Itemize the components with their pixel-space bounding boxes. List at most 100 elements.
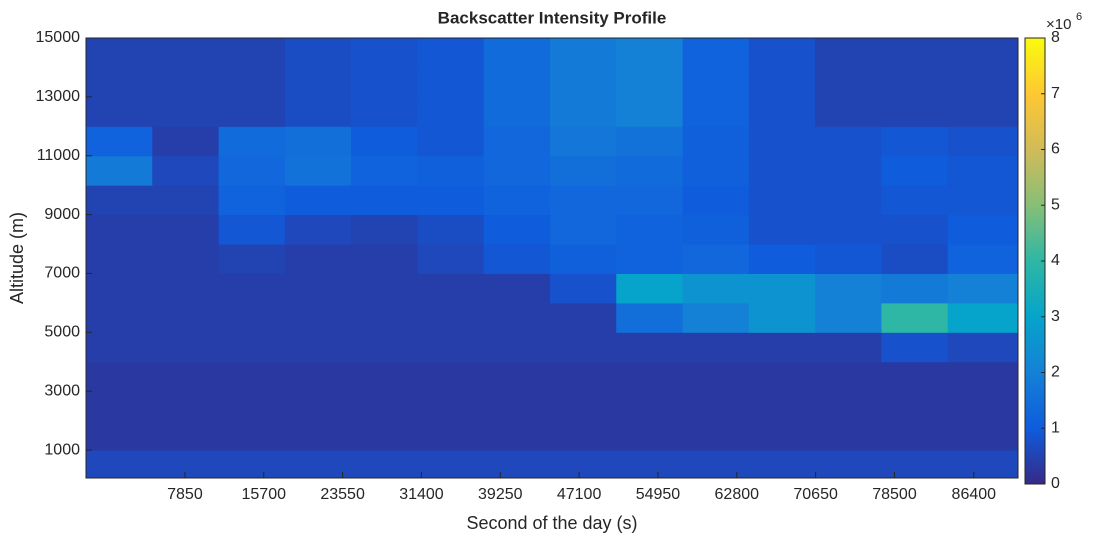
heatmap-cell [748,391,816,422]
heatmap-cell [351,96,418,127]
heatmap-cell [218,420,286,451]
heatmap-cell [152,273,220,304]
heatmap-cell [616,38,684,68]
heatmap-cell [152,450,220,479]
heatmap-cell [284,244,352,274]
heatmap-cell [748,273,816,304]
heatmap-cell [351,38,418,68]
x-tick-label: 31400 [399,486,444,503]
heatmap-cell [152,67,220,98]
heatmap-cell [284,420,352,451]
heatmap-cell [417,391,485,422]
heatmap-cell [881,391,949,422]
heatmap-cell [417,96,485,127]
heatmap-cell [284,273,352,304]
heatmap-cell [815,214,882,245]
heatmap-cell [152,391,220,422]
heatmap-cell [417,155,485,186]
heatmap-cell [815,185,882,216]
heatmap-cell [351,332,418,363]
heatmap-cell [616,332,684,363]
heatmap-cell [351,185,418,216]
heatmap-cell [815,273,882,304]
heatmap-cell [947,244,1019,274]
heatmap-cell [616,185,684,216]
colorbar-tick-label: 3 [1051,308,1060,325]
heatmap-cell [947,38,1019,68]
heatmap-cell [351,450,418,479]
heatmap-cell [351,155,418,186]
heatmap-cell [86,450,153,479]
heatmap-cell [549,185,617,216]
heatmap-cell [616,96,684,127]
heatmap-cell [218,67,286,98]
heatmap-cell [549,155,617,186]
y-tick-label: 15000 [36,29,81,46]
heatmap-cell [417,244,485,274]
heatmap-cell [815,244,882,274]
heatmap-cell [483,185,551,216]
heatmap-cell [284,155,352,186]
y-tick-label: 13000 [36,88,81,105]
y-tick-label: 1000 [44,441,80,458]
x-tick-label: 23550 [320,486,365,503]
heatmap-cell [86,96,153,127]
heatmap-cell [881,155,949,186]
heatmap-cell [616,391,684,422]
heatmap-cell [483,420,551,451]
heatmap-cell [417,214,485,245]
heatmap-cell [483,450,551,479]
heatmap-cell [483,244,551,274]
heatmap-cell [616,67,684,98]
heatmap-cell [815,302,882,333]
heatmap-cell [947,155,1019,186]
heatmap-cell [682,391,750,422]
heatmap-cell [881,450,949,479]
heatmap-cell [881,420,949,451]
heatmap-cell [881,244,949,274]
heatmap-cell [218,244,286,274]
heatmap-cell [815,420,882,451]
x-tick-label: 70650 [793,486,838,503]
heatmap-cell [351,126,418,157]
x-tick-label: 39250 [478,486,523,503]
heatmap-cell [417,126,485,157]
heatmap-cell [616,302,684,333]
x-tick-label: 54950 [636,486,681,503]
heatmap-cell [947,185,1019,216]
x-tick-label: 7850 [167,486,203,503]
heatmap-cell [483,302,551,333]
heatmap-cell [284,185,352,216]
x-tick-label: 15700 [242,486,287,503]
heatmap-cell [815,332,882,363]
heatmap-cell [86,155,153,186]
heatmap-cell [947,302,1019,333]
heatmap-cell [152,420,220,451]
heatmap-cell [218,391,286,422]
y-tick-label: 7000 [44,265,80,282]
heatmap-cell [549,67,617,98]
heatmap-cell [152,96,220,127]
heatmap-cell [483,38,551,68]
y-tick-label: 5000 [44,324,80,341]
heatmap-cell [682,155,750,186]
heatmap-cell [351,391,418,422]
heatmap-cell [218,126,286,157]
colorbar-tick-label: 6 [1051,141,1060,158]
heatmap-cell [947,332,1019,363]
colorbar-multiplier: ×10 [1046,16,1071,33]
heatmap-cell [748,126,816,157]
heatmap-cell [549,450,617,479]
heatmap-cell [284,361,352,392]
heatmap-cell [86,273,153,304]
heatmap-cell [881,214,949,245]
heatmap-cell [483,96,551,127]
heatmap-cell [152,302,220,333]
heatmap-cell [616,450,684,479]
heatmap-cell [881,126,949,157]
heatmap-cell [86,67,153,98]
heatmap-cell [284,67,352,98]
heatmap-cell [417,332,485,363]
colorbar-tick-label: 7 [1051,85,1060,102]
